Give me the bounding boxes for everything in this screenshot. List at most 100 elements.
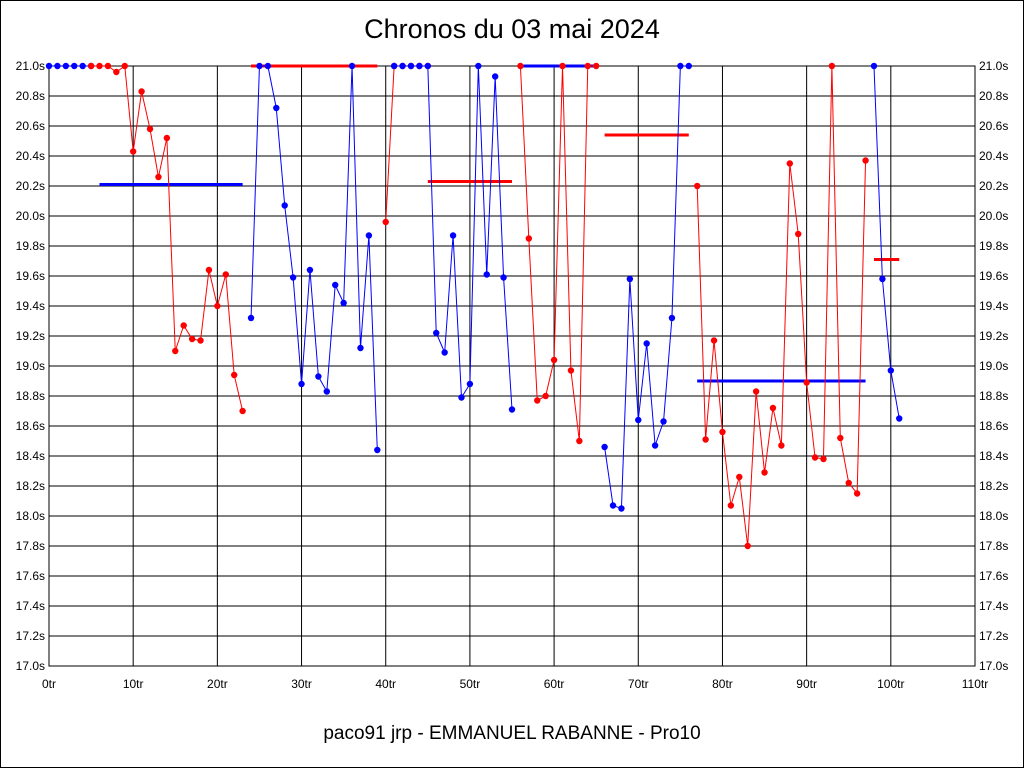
data-point-red [853, 490, 861, 497]
data-point-blue [475, 62, 482, 70]
data-point-red [231, 371, 238, 379]
data-point-red [239, 407, 246, 415]
data-point-blue [651, 442, 659, 449]
y-tick-label-left: 20.0s [16, 209, 45, 223]
data-point-blue [635, 416, 642, 424]
data-point-blue [466, 380, 474, 388]
x-tick-label: 30tr [291, 677, 312, 691]
data-point-red [550, 356, 558, 364]
data-point-red [862, 157, 869, 164]
y-tick-label-left: 17.6s [16, 569, 45, 583]
x-tick-label: 110tr [962, 677, 988, 691]
data-point-red [517, 62, 524, 70]
x-tick-label: 40tr [375, 677, 396, 691]
y-tick-label-right: 20.8s [979, 89, 1008, 103]
data-point-red [811, 454, 819, 461]
data-point-blue [491, 73, 499, 80]
y-tick-label-right: 17.6s [979, 569, 1008, 583]
y-tick-label-right: 17.0s [979, 659, 1008, 673]
data-point-blue [374, 446, 381, 454]
y-tick-label-right: 19.2s [979, 329, 1008, 343]
x-tick-label: 100tr [877, 677, 904, 691]
series-line-red [385, 65, 428, 223]
y-tick-label-right: 20.6s [979, 119, 1008, 133]
data-point-blue [357, 344, 364, 352]
data-point-blue [668, 314, 676, 322]
data-point-blue [685, 62, 692, 70]
data-point-blue [256, 62, 263, 70]
data-point-blue [643, 340, 650, 347]
data-point-blue [660, 418, 667, 425]
data-point-blue [264, 62, 272, 70]
data-point-red [567, 367, 575, 374]
data-point-blue [45, 62, 53, 70]
data-point-blue [601, 443, 608, 451]
data-point-blue [449, 232, 457, 239]
data-point-red [205, 266, 213, 274]
data-point-red [837, 434, 844, 442]
data-point-red [576, 437, 583, 445]
y-tick-label-left: 17.0s [16, 659, 45, 673]
data-point-red [188, 335, 196, 343]
y-tick-label-right: 21.0s [979, 59, 1008, 73]
data-point-blue [508, 406, 516, 413]
data-point-blue [433, 329, 440, 337]
data-point-red [828, 62, 836, 70]
series-line-red [91, 65, 244, 412]
data-point-blue [879, 275, 886, 283]
data-point-red [744, 542, 751, 550]
data-point-blue [62, 62, 70, 70]
data-point-blue [887, 367, 895, 374]
data-point-red [87, 62, 95, 70]
data-point-red [736, 473, 743, 481]
data-point-blue [247, 314, 255, 322]
data-point-red [542, 392, 549, 400]
data-point-red [382, 218, 389, 226]
data-point-blue [79, 62, 86, 70]
series-line-blue [873, 65, 900, 419]
x-tick-label: 0tr [42, 677, 56, 691]
data-point-red [786, 160, 793, 167]
y-tick-label-right: 19.0s [979, 359, 1008, 373]
x-tick-label: 20tr [207, 677, 228, 691]
x-tick-label: 50tr [460, 677, 481, 691]
y-tick-label-left: 20.8s [16, 89, 45, 103]
data-point-red [803, 379, 810, 386]
data-point-red [534, 397, 541, 404]
data-point-blue [609, 502, 617, 509]
data-point-blue [483, 271, 490, 278]
data-point-blue [870, 62, 878, 70]
y-tick-label-left: 18.8s [16, 389, 45, 403]
y-tick-label-right: 20.0s [979, 209, 1008, 223]
data-point-blue [399, 62, 406, 70]
y-tick-label-left: 17.4s [16, 599, 45, 613]
y-tick-label-right: 17.4s [979, 599, 1008, 613]
data-point-red [769, 404, 777, 412]
data-point-red [155, 173, 162, 181]
data-point-red [129, 148, 137, 155]
x-tick-label: 90tr [796, 677, 817, 691]
data-point-red [113, 68, 120, 76]
data-point-blue [416, 62, 423, 70]
data-point-blue [340, 299, 347, 307]
data-point-red [214, 302, 221, 310]
data-point-blue [626, 275, 634, 283]
data-point-blue [407, 62, 415, 70]
data-point-blue [390, 62, 398, 70]
y-tick-label-right: 19.8s [979, 239, 1008, 253]
y-tick-label-left: 18.6s [16, 419, 45, 433]
data-point-red [104, 62, 112, 70]
y-tick-label-left: 19.2s [16, 329, 45, 343]
data-point-blue [441, 349, 448, 356]
data-point-red [727, 502, 735, 509]
x-tick-label: 70tr [628, 677, 649, 691]
data-point-red [222, 271, 229, 278]
y-tick-label-left: 20.6s [16, 119, 45, 133]
data-point-red [719, 428, 726, 436]
data-point-red [752, 388, 760, 395]
data-point-blue [306, 266, 314, 274]
data-point-blue [315, 373, 322, 380]
y-tick-label-left: 18.4s [16, 449, 45, 463]
data-point-red [778, 442, 785, 449]
data-point-blue [896, 415, 903, 422]
